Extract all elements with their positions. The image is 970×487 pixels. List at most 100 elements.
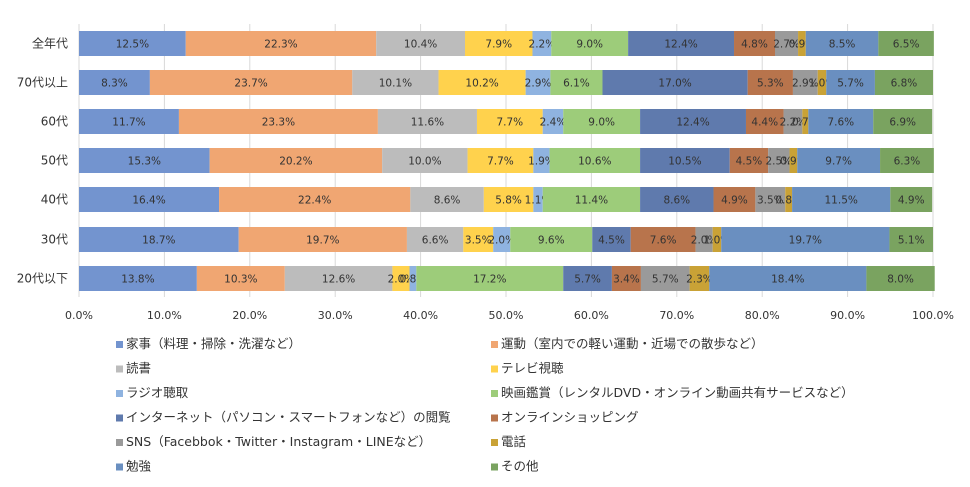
bar-segment <box>563 109 641 134</box>
bar-segment <box>79 148 210 173</box>
bar-segment <box>79 70 150 95</box>
data-label: 10.4% <box>404 39 437 51</box>
data-label: 9.6% <box>538 235 565 247</box>
legend: 家事（料理・掃除・洗濯など） 運動（室内での軽い運動・近場での散歩など） 読書 テレビ… <box>116 336 854 474</box>
bar-segment <box>797 148 881 173</box>
data-label: 23.7% <box>234 78 267 90</box>
data-label: 2.0% <box>488 235 515 247</box>
legend-item: 電話 <box>491 434 526 449</box>
data-label: 4.5% <box>598 235 625 247</box>
legend-label: インターネット（パソコン・スマートフォンなど）の閲覧 <box>126 410 451 425</box>
legend-label: 映画鑑賞（レンタルDVD・オンライン動画共有サービスなど） <box>501 385 854 400</box>
bar-segment <box>377 109 477 134</box>
bar-segment <box>747 70 793 95</box>
data-label: 5.3% <box>757 78 784 90</box>
bar-segment <box>185 31 377 56</box>
data-label: 2.5% <box>766 156 793 168</box>
data-label: 8.0% <box>887 274 914 286</box>
bars: 12.5% 22.3% 10.4% 7.9% 2.2% 9.0% 12.4% 4.8% 2.7%… <box>79 31 935 291</box>
bar-segment <box>873 109 933 134</box>
bar-segment <box>640 109 746 134</box>
category-label: 50代 <box>41 154 68 168</box>
data-label: 5.7% <box>837 78 864 90</box>
bar-segment <box>709 266 867 291</box>
data-label: 4.9% <box>898 195 925 207</box>
bar-segment <box>695 227 713 252</box>
data-label: 12.5% <box>116 39 149 51</box>
bar-segment <box>196 266 285 291</box>
data-label: 8.3% <box>101 78 128 90</box>
bar-segment <box>729 148 769 173</box>
bar-segment <box>406 227 464 252</box>
bar-segment <box>808 109 874 134</box>
bar-segment <box>640 148 730 173</box>
x-tick-label: 60.0% <box>574 309 609 322</box>
bar-segment <box>409 266 417 291</box>
data-label: 4.8% <box>741 39 768 51</box>
legend-item: インターネット（パソコン・スマートフォンなど）の閲覧 <box>116 410 451 425</box>
bar-segment <box>467 148 534 173</box>
bar-segment <box>376 31 466 56</box>
data-label: 11.6% <box>411 117 444 129</box>
data-label: 4.5% <box>736 156 763 168</box>
bar-segment <box>533 187 543 212</box>
bar-segment <box>880 148 934 173</box>
bar-segment <box>602 70 748 95</box>
data-label: 2.3% <box>686 274 713 286</box>
data-label: 3.4% <box>613 274 640 286</box>
bar-segment <box>640 187 714 212</box>
bar-segment <box>817 70 827 95</box>
data-label: 19.7% <box>789 235 822 247</box>
data-label: 5.7% <box>574 274 601 286</box>
legend-swatch <box>491 439 498 446</box>
data-label: 6.3% <box>894 156 921 168</box>
data-label: 1.9% <box>528 156 555 168</box>
legend-label: 勉強 <box>126 459 152 474</box>
x-tick-label: 80.0% <box>745 309 780 322</box>
data-label: 12.4% <box>676 117 709 129</box>
bar-segment <box>525 70 551 95</box>
legend-label: ラジオ聴取 <box>126 385 189 400</box>
category-label: 20代以下 <box>17 272 68 286</box>
bar-segment <box>416 266 564 291</box>
bar-segment <box>463 227 494 252</box>
bar-segment <box>805 31 879 56</box>
bar-segment <box>493 227 511 252</box>
bar-segment <box>410 187 484 212</box>
legend-swatch <box>116 365 123 373</box>
legend-item: テレビ視聴 <box>491 361 564 376</box>
data-label: 8.6% <box>663 195 690 207</box>
bar-segment <box>826 70 875 95</box>
bar-segment <box>438 70 526 95</box>
bar-segment <box>713 187 756 212</box>
bar-segment <box>611 266 641 291</box>
bar-segment <box>79 187 220 212</box>
bar-segment <box>542 187 641 212</box>
data-label: 10.1% <box>379 78 412 90</box>
data-label: 12.6% <box>322 274 355 286</box>
data-label: 9.0% <box>588 117 615 129</box>
bar-segment <box>149 70 353 95</box>
bar-segment <box>712 227 722 252</box>
data-label: 23.3% <box>262 117 295 129</box>
bar-segment <box>783 109 803 134</box>
data-label: 7.6% <box>650 235 677 247</box>
category-label: 全年代 <box>32 36 68 51</box>
data-label: 9.7% <box>825 156 852 168</box>
data-label: 2.0% <box>388 274 415 286</box>
data-label: 10.5% <box>668 156 701 168</box>
bar-segment <box>775 31 799 56</box>
bar-segment <box>785 187 793 212</box>
data-label: 8.6% <box>434 195 461 207</box>
bar-segment <box>551 31 629 56</box>
data-label: 17.0% <box>658 78 691 90</box>
bar-segment <box>889 227 933 252</box>
bar-segment <box>792 187 891 212</box>
bar-segment <box>476 109 543 134</box>
bar-segment <box>878 31 934 56</box>
legend-label: その他 <box>501 459 539 474</box>
bar-segment <box>178 109 378 134</box>
category-labels: 全年代 70代以上 60代 50代 40代 30代 20代以下 <box>17 36 68 286</box>
bar-segment <box>79 227 239 252</box>
bar-segment <box>382 148 468 173</box>
